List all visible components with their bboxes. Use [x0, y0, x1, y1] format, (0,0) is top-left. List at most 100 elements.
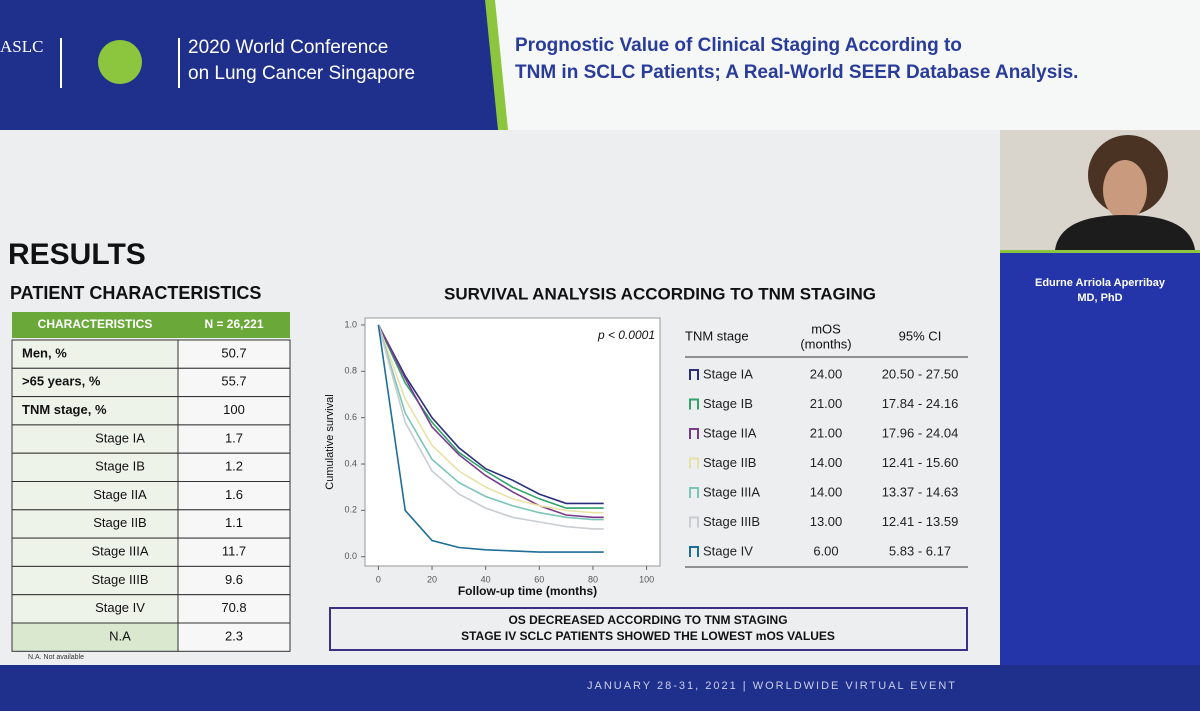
- table-cell: [177, 424, 291, 454]
- survival-curve: [377, 324, 604, 553]
- ci-value: 17.96 - 24.04: [882, 425, 959, 440]
- mos-value: 14.00: [810, 484, 843, 499]
- section-title: SURVIVAL ANALYSIS ACCORDING TO TNM STAGI…: [444, 284, 876, 303]
- society: ASLC: [0, 37, 43, 56]
- legend-label: Stage IIIB: [703, 514, 760, 529]
- table-cell: [177, 481, 291, 511]
- row-label: Stage IB: [95, 459, 145, 474]
- plot-area: [364, 317, 661, 567]
- legend-label: Stage IIB: [703, 455, 756, 470]
- header-accent: [485, 0, 508, 130]
- heading: RESULTS: [8, 238, 146, 271]
- y-tick-label: 0.6: [344, 412, 357, 422]
- row-value: 50.7: [221, 345, 246, 360]
- panel-accent: [1000, 250, 1200, 253]
- row-label: Men, %: [22, 345, 67, 360]
- slide-title: TNM in SCLC Patients; A Real-World SEER …: [515, 62, 1078, 83]
- column-header: (months): [800, 336, 851, 351]
- legend-marker: [689, 457, 699, 469]
- y-tick-label: 0.8: [344, 366, 357, 376]
- survival-curve: [377, 324, 604, 514]
- speaker-body: [1055, 215, 1195, 250]
- ci-value: 5.83 - 6.17: [889, 543, 951, 558]
- row-label: Stage IA: [95, 430, 145, 445]
- row-value: 9.6: [225, 572, 243, 587]
- row-label: TNM stage, %: [22, 402, 107, 417]
- row-label: Stage IIB: [93, 515, 146, 530]
- y-tick-label: 0.2: [344, 505, 357, 515]
- row-value: 1.1: [225, 515, 243, 530]
- table-cell: [177, 396, 291, 426]
- survival-curve: [377, 324, 604, 530]
- divider: [178, 38, 180, 88]
- survival-curve: [377, 324, 604, 521]
- speaker-name: Edurne Arriola Aperribay: [1035, 277, 1166, 289]
- column-header: 95% CI: [899, 328, 942, 343]
- column-header: CHARACTERISTICS: [38, 317, 153, 331]
- table-cell: [11, 622, 179, 652]
- legend-marker: [689, 398, 699, 410]
- logo: [98, 40, 142, 84]
- ci-value: 20.50 - 27.50: [882, 366, 959, 381]
- y-tick-label: 0.4: [344, 458, 357, 468]
- row-value: 11.7: [222, 544, 246, 559]
- y-tick-label: 1.0: [344, 319, 357, 329]
- legend-label: Stage IIA: [703, 425, 757, 440]
- x-axis-label: Follow-up time (months): [458, 584, 597, 598]
- row-value: 1.6: [225, 487, 243, 502]
- row-value: 70.8: [221, 600, 246, 615]
- table-cell: [11, 509, 179, 539]
- row-value: 100: [223, 402, 245, 417]
- x-tick-label: 60: [534, 574, 544, 584]
- survival-curve: [377, 324, 604, 505]
- table-cell: [177, 452, 291, 483]
- header-blue: [0, 0, 505, 130]
- legend-label: Stage IA: [703, 366, 753, 381]
- table-cell: [177, 622, 291, 652]
- conclusion: OS DECREASED ACCORDING TO TNM STAGING: [508, 613, 787, 627]
- column-header: N = 26,221: [204, 317, 263, 331]
- conference: on Lung Cancer Singapore: [188, 63, 415, 84]
- mos-value: 6.00: [813, 543, 838, 558]
- y-axis-label: Cumulative survival: [324, 394, 336, 489]
- mos-value: 21.00: [810, 396, 843, 411]
- ci-value: 13.37 - 14.63: [882, 484, 959, 499]
- divider: [60, 38, 62, 88]
- row-label: N.A: [109, 628, 131, 643]
- y-tick-label: 0.0: [344, 551, 357, 561]
- mos-value: 24.00: [810, 366, 843, 381]
- row-value: 1.2: [225, 459, 243, 474]
- row-label: >65 years, %: [22, 374, 101, 389]
- conference: 2020 World Conference: [188, 37, 388, 58]
- x-tick-label: 80: [588, 574, 598, 584]
- ci-value: 12.41 - 13.59: [882, 514, 959, 529]
- row-label: Stage IIIB: [91, 572, 148, 587]
- row-label: Stage IV: [95, 600, 145, 615]
- table-cell: [11, 537, 179, 567]
- legend-label: Stage IIIA: [703, 484, 760, 499]
- mos-value: 14.00: [810, 455, 843, 470]
- slide-title: Prognostic Value of Clinical Staging Acc…: [515, 35, 962, 56]
- mos-value: 21.00: [810, 425, 843, 440]
- footer-bar: [0, 665, 1200, 711]
- ci-value: 17.84 - 24.16: [882, 396, 959, 411]
- footnote: N.A. Not available: [28, 654, 84, 661]
- section-title: PATIENT CHARACTERISTICS: [10, 283, 261, 303]
- speaker-degree: MD, PhD: [1077, 292, 1122, 304]
- conclusion: STAGE IV SCLC PATIENTS SHOWED THE LOWEST…: [461, 629, 835, 643]
- column-header: mOS: [811, 321, 841, 336]
- row-label: Stage IIA: [93, 487, 147, 502]
- legend-marker: [689, 487, 699, 498]
- legend-marker: [689, 516, 699, 528]
- legend-marker: [689, 369, 699, 380]
- survival-curve: [377, 324, 604, 519]
- column-header: TNM stage: [685, 328, 749, 343]
- speaker-face: [1103, 160, 1147, 220]
- row-label: Stage IIIA: [91, 544, 148, 559]
- legend-marker: [689, 546, 699, 557]
- mos-value: 13.00: [810, 514, 843, 529]
- event-dates: JANUARY 28-31, 2021 | WORLDWIDE VIRTUAL …: [587, 680, 957, 692]
- table-cell: [11, 424, 179, 454]
